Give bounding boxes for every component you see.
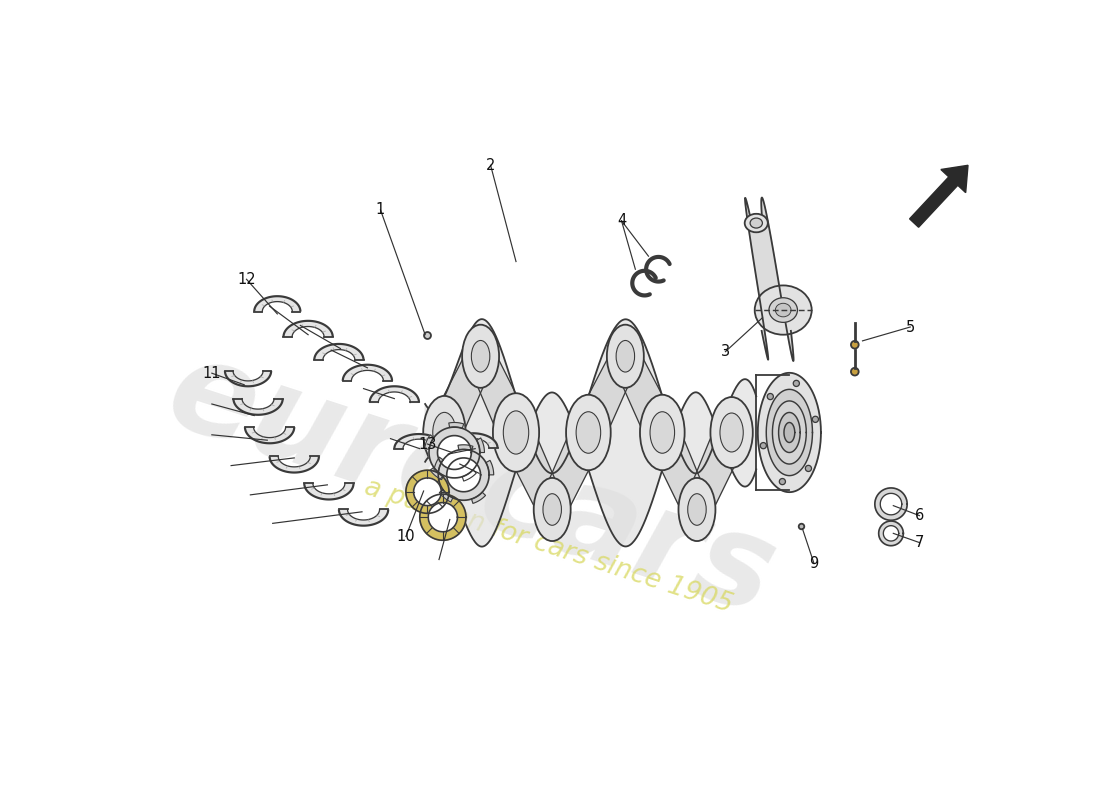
Text: eurocars: eurocars [153,328,790,642]
Circle shape [793,380,800,386]
Polygon shape [539,425,604,516]
Polygon shape [573,350,638,440]
Text: 7: 7 [915,535,924,550]
Polygon shape [429,350,494,440]
Text: 2: 2 [486,158,495,173]
Polygon shape [767,390,813,476]
Polygon shape [305,483,353,499]
Polygon shape [910,166,968,227]
Polygon shape [683,426,747,515]
Polygon shape [476,438,484,453]
Ellipse shape [543,494,561,526]
Ellipse shape [566,394,610,470]
Polygon shape [414,478,441,506]
Polygon shape [500,425,565,516]
Polygon shape [883,526,899,541]
Polygon shape [429,427,480,478]
Polygon shape [879,521,903,546]
Text: 3: 3 [720,344,730,359]
Polygon shape [447,458,481,492]
Ellipse shape [493,394,539,472]
Ellipse shape [432,412,456,453]
Polygon shape [472,492,485,503]
Polygon shape [438,450,490,500]
Polygon shape [779,413,800,453]
Polygon shape [370,386,419,402]
Ellipse shape [534,478,571,541]
Text: 4: 4 [617,214,626,228]
Text: 6: 6 [915,508,924,523]
Polygon shape [343,365,392,381]
Ellipse shape [576,412,601,454]
Ellipse shape [851,341,859,349]
Polygon shape [874,488,907,520]
Polygon shape [315,344,363,360]
Ellipse shape [711,397,752,468]
Ellipse shape [679,478,715,541]
Polygon shape [647,426,711,515]
Text: 11: 11 [202,366,221,381]
Polygon shape [468,350,531,440]
Polygon shape [425,319,757,546]
Polygon shape [745,198,793,361]
Polygon shape [233,398,283,414]
Ellipse shape [750,218,762,228]
Polygon shape [254,296,300,311]
Ellipse shape [720,413,744,452]
Ellipse shape [851,368,859,375]
Polygon shape [284,321,332,337]
Polygon shape [758,373,821,492]
Polygon shape [420,494,466,540]
Ellipse shape [745,214,768,232]
Text: 9: 9 [810,556,818,571]
Ellipse shape [607,325,644,388]
Polygon shape [395,434,443,449]
Ellipse shape [776,303,791,317]
Polygon shape [270,456,319,473]
Polygon shape [449,434,497,448]
Polygon shape [439,490,453,502]
Polygon shape [339,510,388,526]
Ellipse shape [688,494,706,526]
Circle shape [767,394,773,400]
Ellipse shape [424,396,465,469]
Polygon shape [486,460,494,475]
Polygon shape [406,470,449,514]
Polygon shape [430,467,443,480]
Text: 1: 1 [376,202,385,218]
Text: 12: 12 [238,272,256,286]
Ellipse shape [769,298,798,322]
Polygon shape [772,401,806,464]
Ellipse shape [504,411,529,454]
Ellipse shape [462,325,499,388]
Polygon shape [784,422,794,442]
Polygon shape [428,502,458,532]
Polygon shape [224,371,271,386]
Ellipse shape [650,412,674,454]
Polygon shape [613,350,678,440]
Text: a passion for cars since 1905: a passion for cars since 1905 [361,474,736,618]
Polygon shape [449,422,464,428]
Polygon shape [425,435,433,450]
Ellipse shape [640,394,684,470]
Circle shape [805,466,812,471]
Circle shape [779,478,785,485]
Text: 10: 10 [397,529,415,544]
Ellipse shape [472,341,490,372]
Polygon shape [438,435,472,470]
Text: 13: 13 [418,437,437,451]
Polygon shape [880,494,902,515]
Circle shape [812,416,818,422]
Ellipse shape [755,286,812,334]
Polygon shape [462,470,476,481]
Polygon shape [433,457,443,472]
Polygon shape [458,445,473,450]
Text: 5: 5 [905,319,915,334]
Ellipse shape [616,341,635,372]
Circle shape [760,442,767,449]
Polygon shape [245,427,295,443]
